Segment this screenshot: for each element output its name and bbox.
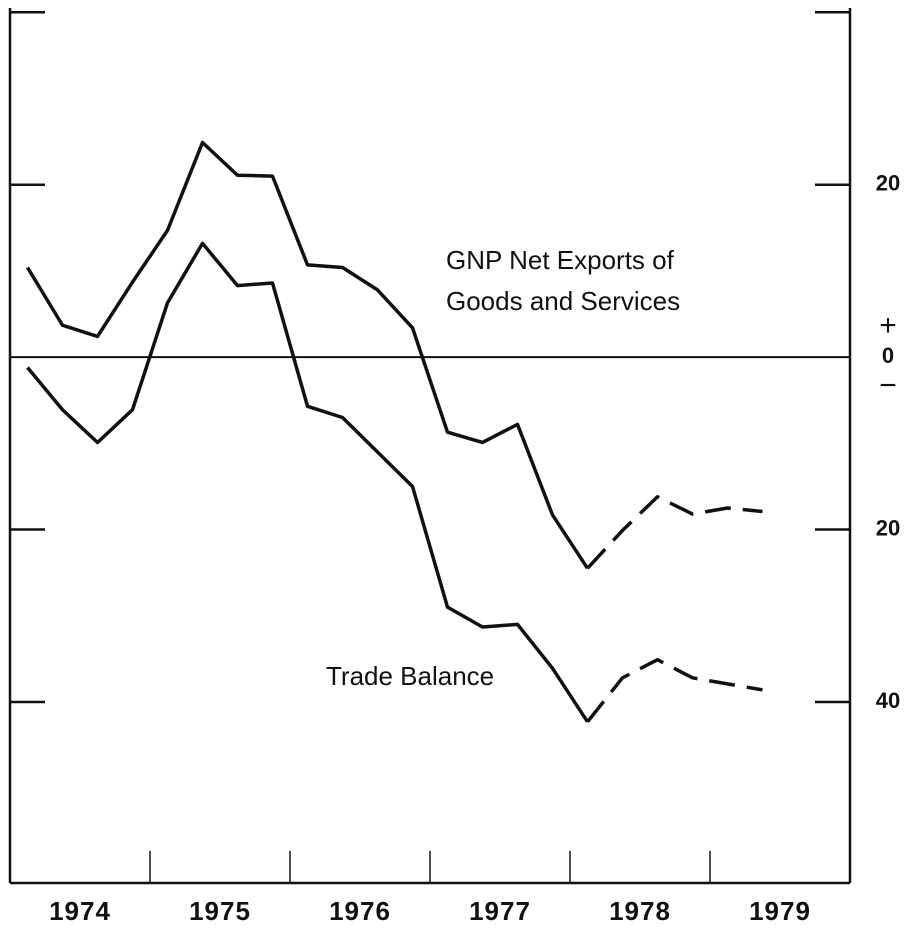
series-line [586, 657, 763, 723]
series-line [26, 140, 589, 570]
y-tick-label: 0 [882, 343, 894, 368]
y-tick-label: 20 [876, 171, 900, 196]
series-label: Goods and Services [446, 286, 680, 316]
x-tick-label: 1975 [189, 896, 251, 926]
y-tick-label: 40 [876, 688, 900, 713]
y-tick-label: 20 [876, 515, 900, 540]
series-line [586, 495, 763, 570]
x-tick-label: 1976 [329, 896, 391, 926]
series-line [26, 241, 589, 723]
x-tick-label: 1978 [609, 896, 671, 926]
x-tick-label: 1979 [749, 896, 811, 926]
series-label: Trade Balance [326, 661, 494, 691]
zero-sign: − [879, 369, 897, 402]
zero-sign: + [879, 309, 897, 342]
series-label: GNP Net Exports of [446, 245, 675, 275]
x-tick-label: 1977 [469, 896, 531, 926]
x-tick-label: 1974 [49, 896, 111, 926]
